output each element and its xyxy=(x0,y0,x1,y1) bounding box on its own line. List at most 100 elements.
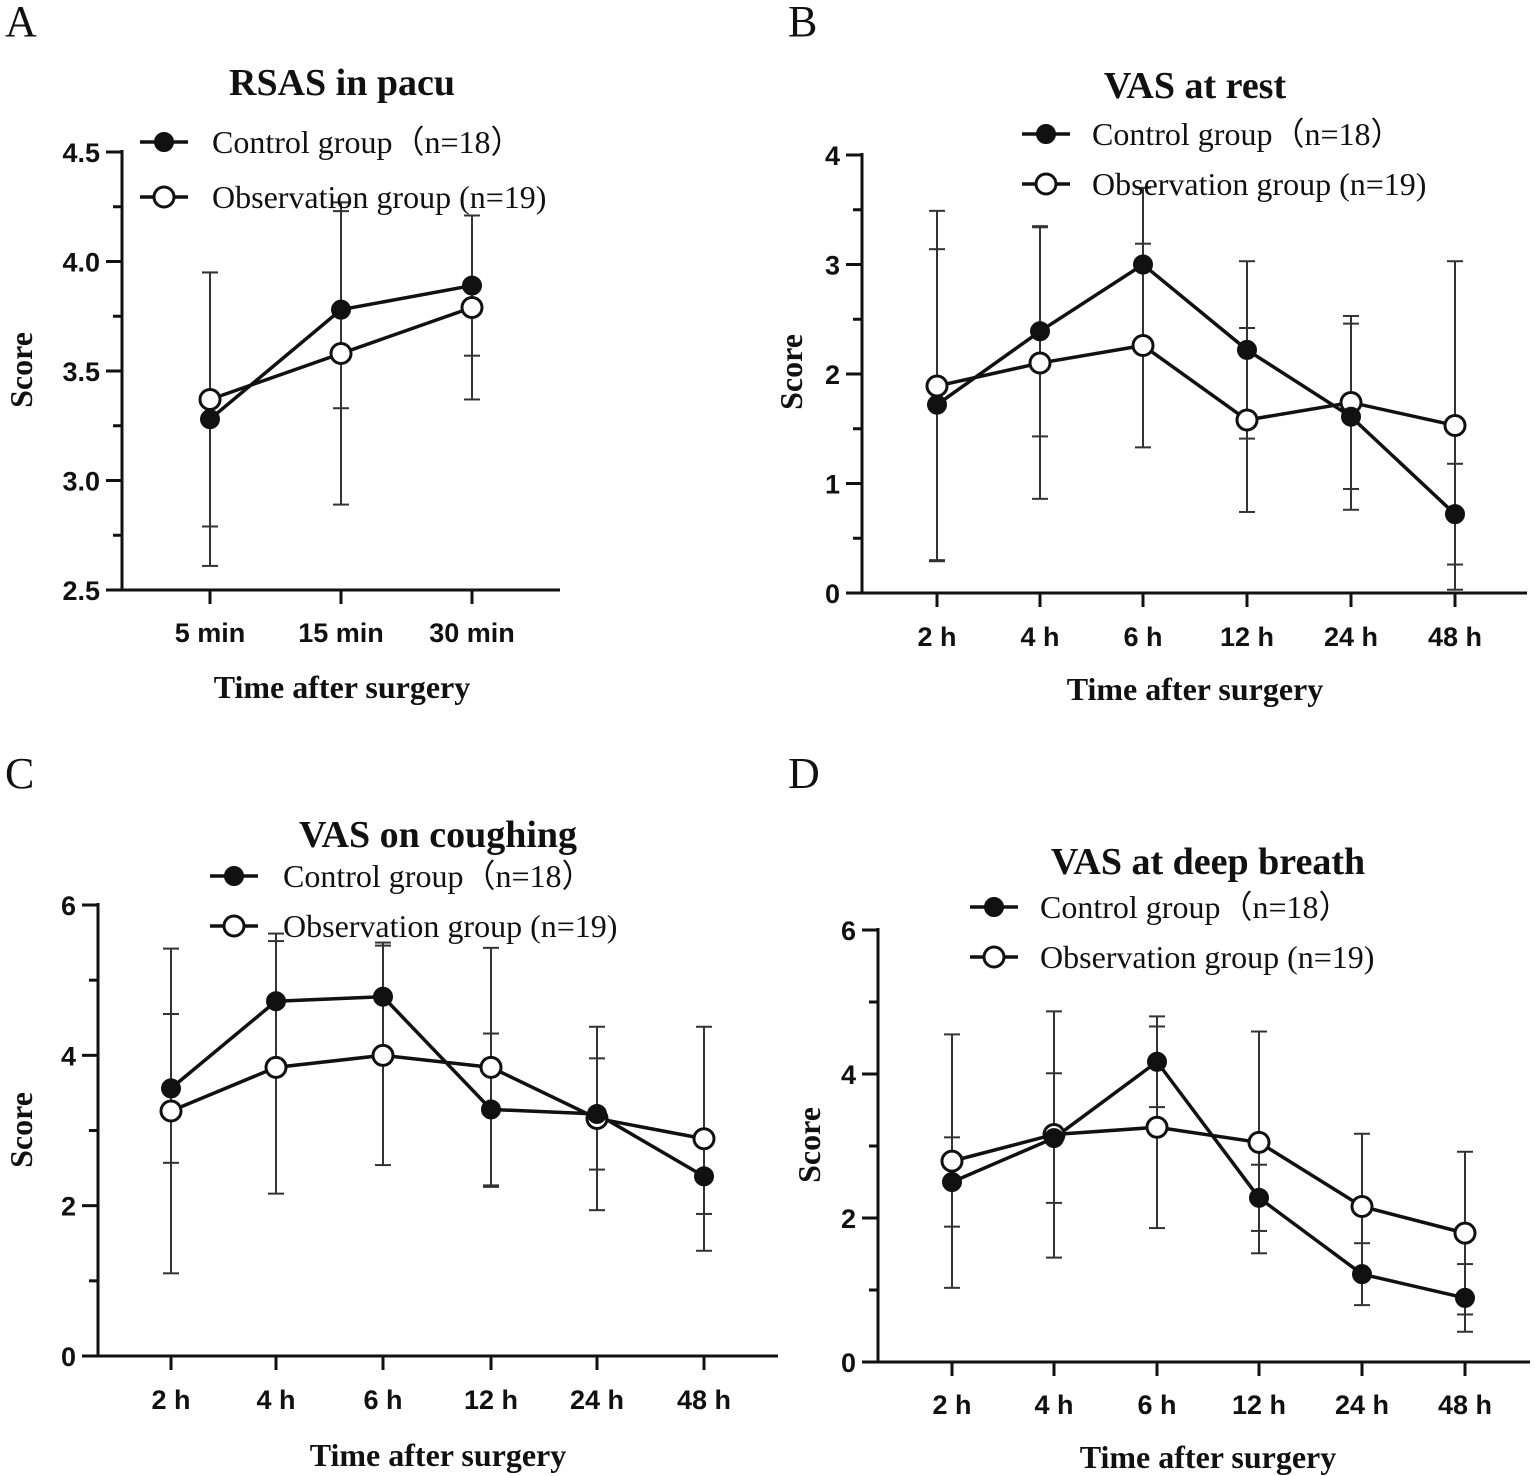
observation-point xyxy=(1131,334,1155,358)
observation-point xyxy=(264,1055,288,1079)
y-tick-label: 6 xyxy=(841,916,856,946)
y-tick-label: 6 xyxy=(61,891,76,921)
control-point xyxy=(481,1099,501,1120)
y-tick-label: 2 xyxy=(825,360,840,390)
observation-point xyxy=(460,295,484,319)
x-tick-label: 5 min xyxy=(175,618,246,648)
panel-letter-a: A xyxy=(5,0,37,46)
y-tick-label: 2 xyxy=(61,1192,76,1222)
legend-marker-filled xyxy=(224,866,244,886)
y-tick-label: 4.0 xyxy=(62,248,100,278)
control-point xyxy=(587,1103,607,1124)
y-axis-title: Score xyxy=(3,1092,39,1168)
observation-point xyxy=(1443,413,1467,437)
x-tick-label: 2 h xyxy=(917,622,956,652)
x-axis-title: Time after surgery xyxy=(214,669,471,705)
chart-panel-d: VAS at deep breath 0 2 4 6 2 h 4 h 6 h 12 h 24 h 4… xyxy=(791,841,1530,1475)
y-tick-label: 2.5 xyxy=(62,576,100,606)
control-point xyxy=(1030,321,1050,342)
x-tick-label: 48 h xyxy=(1438,1390,1492,1420)
x-tick-label: 15 min xyxy=(298,618,384,648)
control-point xyxy=(200,409,220,430)
x-tick-label: 2 h xyxy=(932,1390,971,1420)
control-series-line xyxy=(935,262,1457,516)
x-tick-label: 48 h xyxy=(677,1385,731,1415)
chart-panel-c: VAS on coughing 0 2 4 6 2 h 4 h 6 h 12 h 24 h 48 h… xyxy=(3,814,778,1473)
control-point xyxy=(1455,1287,1475,1308)
legend-label: Observation group (n=19) xyxy=(283,908,617,944)
observation-point xyxy=(1028,351,1052,375)
y-tick-label: 0 xyxy=(825,579,840,609)
y-tick-label: 1 xyxy=(825,470,840,500)
y-tick-label: 4.5 xyxy=(62,138,100,168)
control-point xyxy=(927,394,947,415)
legend-marker-filled xyxy=(1036,124,1056,144)
legend-label: Control group（n=18） xyxy=(1092,116,1403,152)
y-tick-label: 3.5 xyxy=(62,357,100,387)
legend-label: Control group（n=18） xyxy=(212,124,523,160)
observation-series-line xyxy=(936,343,1456,428)
legend-marker-open xyxy=(1034,172,1058,196)
legend-marker-open xyxy=(982,945,1006,969)
x-tick-label: 4 h xyxy=(1020,622,1059,652)
legend-marker-open xyxy=(222,914,246,938)
chart-panel-a: RSAS in pacu 2.5 3.0 3.5 4.0 4.5 5 min 15 min 30… xyxy=(3,62,560,705)
panel-letter-c: C xyxy=(5,749,34,798)
panel-letter-d: D xyxy=(788,749,820,798)
legend-label: Observation group (n=19) xyxy=(212,179,546,215)
control-point xyxy=(161,1078,181,1099)
control-series-line xyxy=(169,994,705,1178)
legend-marker-filled xyxy=(154,132,174,152)
control-point xyxy=(266,991,286,1012)
x-tick-label: 4 h xyxy=(256,1385,295,1415)
observation-series-line xyxy=(951,1125,1466,1235)
x-tick-label: 24 h xyxy=(1335,1390,1389,1420)
x-tick-label: 6 h xyxy=(363,1385,402,1415)
y-tick-label: 4 xyxy=(61,1041,76,1071)
x-tick-label: 24 h xyxy=(1324,622,1378,652)
observation-point xyxy=(1235,408,1259,432)
observation-point xyxy=(692,1127,716,1151)
observation-point xyxy=(1247,1130,1271,1154)
observation-series-line xyxy=(170,1053,705,1141)
control-point xyxy=(694,1166,714,1187)
x-tick-label: 12 h xyxy=(464,1385,518,1415)
y-axis-title: Score xyxy=(791,1107,827,1183)
legend-label: Observation group (n=19) xyxy=(1040,939,1374,975)
y-tick-label: 0 xyxy=(61,1342,76,1372)
y-tick-label: 0 xyxy=(841,1348,856,1378)
x-axis-title: Time after surgery xyxy=(310,1437,567,1473)
observation-point xyxy=(940,1149,964,1173)
control-point xyxy=(1445,504,1465,525)
x-tick-label: 2 h xyxy=(151,1385,190,1415)
observation-point xyxy=(1350,1194,1374,1218)
x-tick-label: 12 h xyxy=(1220,622,1274,652)
y-axis-title: Score xyxy=(773,334,809,410)
control-point xyxy=(1341,406,1361,427)
control-point xyxy=(1237,339,1257,360)
legend-label: Control group（n=18） xyxy=(283,858,594,894)
y-tick-label: 3.0 xyxy=(62,467,100,497)
control-series-line xyxy=(951,1059,1466,1300)
panel-letter-b: B xyxy=(788,0,817,46)
x-axis-title: Time after surgery xyxy=(1067,671,1324,707)
y-tick-label: 2 xyxy=(841,1204,856,1234)
observation-point xyxy=(479,1055,503,1079)
y-tick-label: 3 xyxy=(825,251,840,281)
legend-label: Control group（n=18） xyxy=(1040,889,1351,925)
chart-title: VAS on coughing xyxy=(299,814,577,856)
x-tick-label: 12 h xyxy=(1232,1390,1286,1420)
legend-label: Observation group (n=19) xyxy=(1092,166,1426,202)
control-point xyxy=(1352,1264,1372,1285)
x-tick-label: 48 h xyxy=(1428,622,1482,652)
x-tick-label: 24 h xyxy=(570,1385,624,1415)
observation-point xyxy=(329,341,353,365)
control-point xyxy=(1133,254,1153,275)
y-tick-label: 4 xyxy=(841,1060,856,1090)
observation-point xyxy=(198,387,222,411)
chart-title: VAS at deep breath xyxy=(1051,841,1365,883)
legend-marker-open xyxy=(152,185,176,209)
control-point xyxy=(1044,1128,1064,1149)
x-axis-title: Time after surgery xyxy=(1080,1439,1337,1475)
